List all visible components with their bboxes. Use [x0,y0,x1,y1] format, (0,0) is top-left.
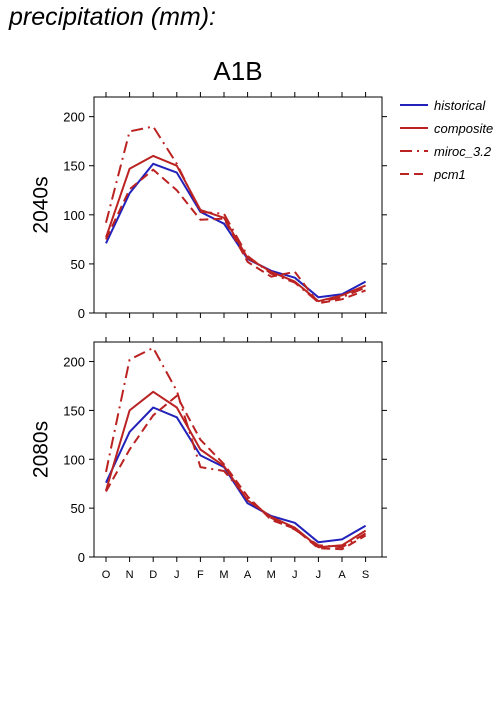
y-tick-label: 100 [63,452,85,467]
x-tick-label: O [102,569,111,581]
x-tick-label: D [149,569,157,581]
legend-item: miroc_3.2 [400,144,492,159]
panel-2080s: 0 50 100 150 200 O N D J F M A M J J A S 2080s [29,337,387,581]
x-tick-label: N [126,569,134,581]
x-tick-label: M [219,569,228,581]
y-tick-label: 200 [63,355,85,370]
panel-label: 2080s [29,421,52,478]
x-tick-label: J [174,569,180,581]
y-tick-label: 100 [63,208,85,223]
legend-item: historical [400,98,486,113]
y-tick-label: 50 [71,501,85,516]
series-line-historical [105,162,367,299]
legend-label: pcm1 [433,167,466,182]
series-line-miroc_3.2 [105,346,367,549]
y-tick-label: 0 [78,550,85,565]
legend-item: pcm1 [400,167,466,182]
x-tick-label: F [197,569,204,581]
y-tick-label: 0 [78,306,85,321]
x-tick-label: J [316,569,322,581]
plot-frame [93,96,383,314]
series-line-miroc_3.2 [105,125,366,304]
legend: historical composite miroc_3.2 pcm1 [400,98,493,182]
series-line-pcm1 [105,394,367,551]
x-tick-label: M [267,569,276,581]
legend-label: composite [434,121,493,136]
legend-label: miroc_3.2 [434,144,492,159]
panel-label: 2040s [29,176,52,233]
y-tick-label: 150 [63,403,85,418]
y-tick-label: 200 [63,110,85,125]
panel-2040s: 0 50 100 150 200 2040s [29,92,387,321]
series-line-composite [105,154,366,303]
x-tick-label: J [292,569,298,581]
series-line-composite [105,390,367,549]
legend-item: composite [400,121,493,136]
x-tick-label: A [338,569,346,581]
x-tick-label: S [362,569,369,581]
series-line-pcm1 [105,168,366,305]
plot-frame [93,341,383,558]
x-tick-label: A [244,569,252,581]
page-title: precipitation (mm): [9,3,216,31]
y-tick-label: 50 [71,257,85,272]
legend-label: historical [434,98,486,113]
y-tick-label: 150 [63,159,85,174]
scenario-title: A1B [213,56,262,86]
